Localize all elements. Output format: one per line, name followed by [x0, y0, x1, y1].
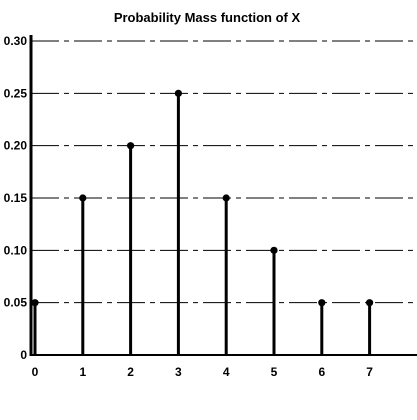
- x-tick-label: 5: [271, 365, 278, 379]
- stem-marker: [79, 194, 87, 202]
- grid-layer: [31, 40, 417, 304]
- stem-marker: [127, 142, 135, 150]
- chart-title: Probability Mass function of X: [114, 10, 301, 25]
- stem-marker: [366, 299, 374, 307]
- stem-marker: [318, 299, 326, 307]
- y-tick-label: 0.30: [4, 34, 28, 48]
- y-tick-label: 0.25: [4, 86, 28, 100]
- y-tick-label: 0.05: [4, 296, 28, 310]
- x-tick-label: 6: [318, 365, 325, 379]
- stem-marker: [222, 194, 230, 202]
- x-tick-label: 7: [366, 365, 373, 379]
- stem-marker: [270, 246, 278, 254]
- y-tick-label: 0.20: [4, 139, 28, 153]
- x-tick-label: 0: [32, 365, 39, 379]
- stem-marker: [31, 299, 39, 307]
- y-tick-labels: 0 0.05 0.10 0.15 0.20 0.25 0.30: [4, 34, 28, 362]
- x-tick-label: 3: [175, 365, 182, 379]
- y-tick-label: 0.15: [4, 191, 28, 205]
- x-tick-labels: 0 1 2 3 4 5 6 7: [32, 365, 374, 379]
- stem-layer: [31, 89, 374, 355]
- x-tick-label: 2: [127, 365, 134, 379]
- y-tick-label: 0: [20, 348, 27, 362]
- stem-marker: [174, 89, 182, 97]
- x-tick-label: 4: [223, 365, 230, 379]
- y-tick-label: 0.10: [4, 243, 28, 257]
- x-tick-label: 1: [79, 365, 86, 379]
